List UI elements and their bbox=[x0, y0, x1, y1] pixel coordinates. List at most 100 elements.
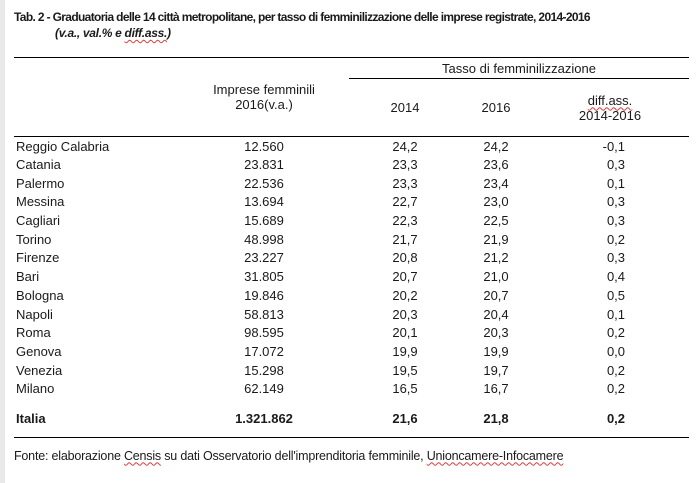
y2016-cell: 22,5 bbox=[483, 213, 509, 229]
header-diff-line2: 2014-2016 bbox=[578, 107, 642, 123]
table-row: Roma 98.595 20,1 20,3 0,2 bbox=[14, 323, 689, 342]
source-note: Fonte: elaborazione Censis su dati Osser… bbox=[14, 449, 688, 463]
diff-cell: 0,1 bbox=[606, 175, 626, 191]
table-header: Imprese femminili 2016(v.a.) Tasso di fe… bbox=[14, 57, 690, 137]
diff-cell: 0,1 bbox=[606, 306, 626, 322]
diff-cell: 0,3 bbox=[606, 194, 626, 210]
y2014-cell: 21,7 bbox=[392, 231, 418, 247]
va-cell: 23.831 bbox=[244, 157, 284, 173]
table-body: Reggio Calabria 12.560 24,2 24,2 -0,1 Catania… bbox=[14, 137, 689, 438]
diff-cell: 0,0 bbox=[606, 343, 626, 359]
bottom-spacer-row bbox=[14, 428, 689, 437]
diff-cell: 0,2 bbox=[606, 325, 626, 341]
y2014-cell bbox=[349, 398, 461, 409]
subtitle-suffix: ) bbox=[166, 26, 171, 40]
table-title-block: Tab. 2 - Graduatoria delle 14 città metr… bbox=[14, 9, 688, 41]
table-row: Catania 23.831 23,3 23,6 0,3 bbox=[14, 155, 689, 174]
va-cell: 23.227 bbox=[244, 250, 284, 266]
city-cell: Firenze bbox=[16, 250, 60, 266]
table-row: Milano 62.149 16,5 16,7 0,2 bbox=[14, 379, 689, 398]
city-cell: Milano bbox=[16, 381, 55, 397]
group-header-row: Imprese femminili 2016(v.a.) Tasso di fe… bbox=[14, 57, 690, 137]
y2014-cell: 20,3 bbox=[392, 306, 418, 322]
va-cell: 12.560 bbox=[244, 138, 284, 154]
city-cell: Bari bbox=[16, 269, 40, 285]
source-censis: Censis bbox=[123, 448, 161, 463]
city-cell: Messina bbox=[16, 194, 65, 210]
header-diff-line1: diff.ass. bbox=[587, 92, 633, 108]
diff-cell: 0,3 bbox=[606, 213, 626, 229]
table-row: Cagliari 15.689 22,3 22,5 0,3 bbox=[14, 211, 689, 230]
y2014-cell: 24,2 bbox=[392, 138, 418, 154]
city-cell: Palermo bbox=[16, 175, 65, 191]
y2014-cell: 20,2 bbox=[392, 287, 418, 303]
y2016-cell bbox=[461, 398, 531, 409]
va-cell: 15.689 bbox=[244, 213, 284, 229]
city-cell: Genova bbox=[16, 343, 62, 359]
document-content: Tab. 2 - Graduatoria delle 14 città metr… bbox=[14, 9, 690, 463]
y2016-cell bbox=[461, 428, 531, 437]
table-row: Reggio Calabria 12.560 24,2 24,2 -0,1 bbox=[14, 137, 689, 156]
header-imprese-femminili: Imprese femminili 2016(v.a.) bbox=[179, 57, 349, 137]
va-cell: 19.846 bbox=[244, 287, 284, 303]
y2014-cell: 20,8 bbox=[392, 250, 418, 266]
diff-cell bbox=[531, 398, 689, 409]
city-cell: Venezia bbox=[16, 362, 63, 378]
y2016-cell: 20,4 bbox=[483, 306, 509, 322]
y2014-cell: 23,3 bbox=[392, 175, 418, 191]
va-cell: 48.998 bbox=[244, 231, 284, 247]
table-title: Tab. 2 - Graduatoria delle 14 città metr… bbox=[14, 10, 591, 24]
header-2014: 2014 bbox=[349, 78, 461, 137]
city-cell bbox=[14, 398, 179, 409]
header-diff-ass: diff.ass. 2014-2016 bbox=[531, 78, 690, 137]
y2014-cell: 22,3 bbox=[392, 213, 418, 229]
y2014-cell: 23,3 bbox=[392, 157, 418, 173]
va-cell bbox=[179, 428, 349, 437]
diff-cell: 0,2 bbox=[606, 411, 626, 427]
y2014-cell: 20,1 bbox=[392, 325, 418, 341]
city-cell: Napoli bbox=[16, 306, 53, 322]
y2016-cell: 21,0 bbox=[483, 269, 509, 285]
city-cell: Torino bbox=[16, 231, 52, 247]
va-cell: 58.813 bbox=[244, 306, 284, 322]
diff-cell: 0,2 bbox=[606, 362, 626, 378]
diff-cell: -0,1 bbox=[602, 138, 626, 154]
spacer-row bbox=[14, 398, 689, 409]
column-header-row: 2014 2016 diff.ass. 2014-2016 bbox=[14, 78, 690, 137]
diff-cell: 0,3 bbox=[606, 250, 626, 266]
y2016-cell: 16,7 bbox=[483, 381, 509, 397]
va-cell: 31.805 bbox=[244, 269, 284, 285]
diff-cell: 0,2 bbox=[606, 231, 626, 247]
table-row: Bari 31.805 20,7 21,0 0,4 bbox=[14, 267, 689, 286]
table-row: Bologna 19.846 20,2 20,7 0,5 bbox=[14, 286, 689, 305]
source-middle: su dati Osservatorio dell'imprenditoria … bbox=[160, 448, 427, 463]
diff-cell: 0,2 bbox=[606, 381, 626, 397]
table-row: Genova 17.072 19,9 19,9 0,0 bbox=[14, 342, 689, 361]
diff-cell: 0,5 bbox=[606, 287, 626, 303]
y2016-cell: 20,7 bbox=[483, 287, 509, 303]
y2016-cell: 20,3 bbox=[483, 325, 509, 341]
va-cell: 98.595 bbox=[244, 325, 284, 341]
y2014-cell: 20,7 bbox=[392, 269, 418, 285]
table-row: Venezia 15.298 19,5 19,7 0,2 bbox=[14, 361, 689, 380]
city-cell bbox=[14, 428, 179, 437]
y2014-cell bbox=[349, 428, 461, 437]
y2016-cell: 23,6 bbox=[483, 157, 509, 173]
va-cell: 62.149 bbox=[244, 381, 284, 397]
y2016-cell: 21,2 bbox=[483, 250, 509, 266]
y2016-cell: 24,2 bbox=[483, 138, 509, 154]
y2016-cell: 21,9 bbox=[483, 231, 509, 247]
city-cell: Bologna bbox=[16, 287, 64, 303]
city-cell: Roma bbox=[16, 325, 51, 341]
diff-cell bbox=[531, 428, 689, 437]
y2016-cell: 23,4 bbox=[483, 175, 509, 191]
va-cell: 13.694 bbox=[244, 194, 284, 210]
subtitle-spellcheck-word: diff.ass. bbox=[124, 26, 168, 40]
header-imprese-line2: 2016(v.a.) bbox=[235, 97, 293, 112]
subtitle-prefix: (v.a., val.% e bbox=[55, 26, 125, 40]
city-cell: Cagliari bbox=[16, 213, 61, 229]
source-unioncamere: Unioncamere-Infocamere bbox=[426, 448, 564, 463]
header-group-tasso: Tasso di femminilizzazione bbox=[349, 57, 690, 79]
left-edge-strip bbox=[0, 0, 5, 483]
y2014-cell: 22,7 bbox=[392, 194, 418, 210]
